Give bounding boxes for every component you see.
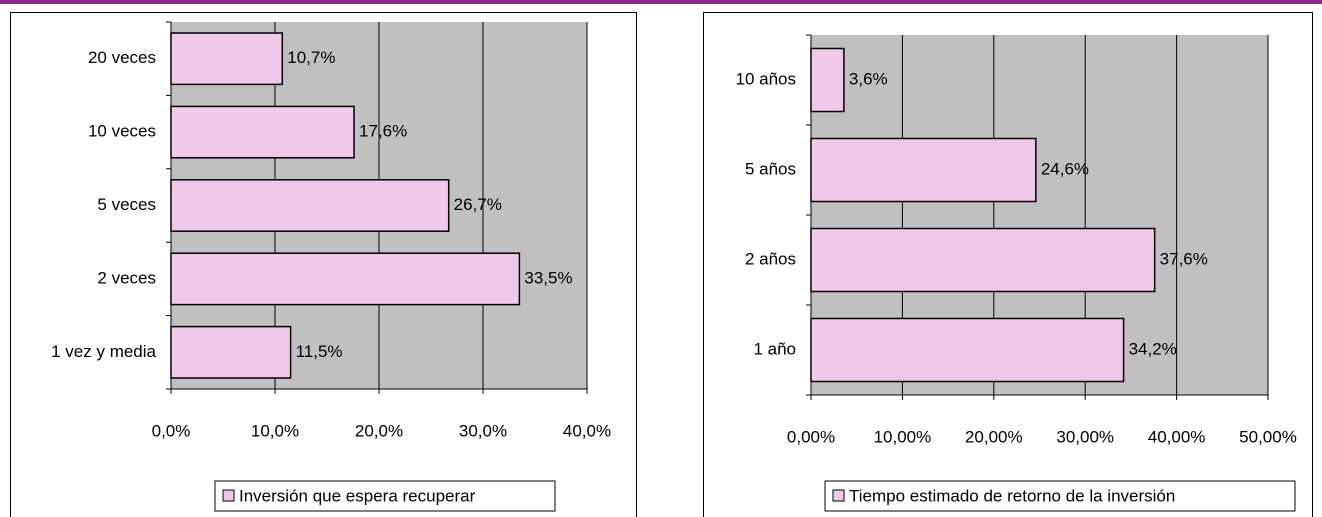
- bar: [170, 252, 521, 306]
- legend-label: Tiempo estimado de retorno de la inversi…: [849, 486, 1175, 505]
- y-tick-label: 2 años: [745, 249, 796, 268]
- y-tick-label: 10 años: [736, 69, 797, 88]
- data-label: 34,2%: [1129, 339, 1177, 358]
- y-tick-label: 5 veces: [97, 195, 156, 214]
- bar: [170, 105, 355, 159]
- bar: [810, 227, 1156, 293]
- x-tick-label: 50,00%: [1239, 427, 1297, 446]
- data-label: 26,7%: [454, 195, 502, 214]
- x-tick-label: 40,0%: [563, 421, 611, 440]
- legend-label: Inversión que espera recuperar: [239, 486, 476, 505]
- legend-box: [214, 480, 556, 512]
- legend-box: [824, 480, 1296, 512]
- bar: [170, 32, 284, 86]
- x-tick-label: 30,0%: [459, 421, 507, 440]
- legend-swatch: [222, 489, 235, 502]
- x-tick-label: 40,00%: [1148, 427, 1206, 446]
- bar: [170, 325, 292, 379]
- y-tick-label: 1 vez y media: [51, 342, 156, 361]
- x-tick-label: 10,0%: [251, 421, 299, 440]
- x-tick-label: 10,00%: [874, 427, 932, 446]
- y-tick-label: 5 años: [745, 159, 796, 178]
- bar: [810, 137, 1037, 203]
- legend-swatch: [832, 489, 845, 502]
- y-tick-label: 10 veces: [88, 122, 156, 141]
- y-tick-label: 20 veces: [88, 48, 156, 67]
- bar: [810, 317, 1125, 383]
- data-label: 17,6%: [359, 122, 407, 141]
- y-tick-label: 2 veces: [97, 268, 156, 287]
- x-tick-label: 0,0%: [152, 421, 191, 440]
- x-tick-label: 20,00%: [965, 427, 1023, 446]
- y-tick-label: 1 año: [753, 339, 796, 358]
- bar: [170, 179, 450, 232]
- x-tick-label: 20,0%: [355, 421, 403, 440]
- data-label: 3,6%: [849, 69, 888, 88]
- bar: [810, 47, 845, 113]
- data-label: 24,6%: [1041, 159, 1089, 178]
- x-tick-label: 30,00%: [1056, 427, 1114, 446]
- top-rule: [0, 0, 1322, 4]
- data-label: 33,5%: [524, 268, 572, 287]
- data-label: 37,6%: [1160, 249, 1208, 268]
- x-tick-label: 0,00%: [787, 427, 835, 446]
- data-label: 11,5%: [296, 342, 343, 361]
- data-label: 10,7%: [287, 48, 335, 67]
